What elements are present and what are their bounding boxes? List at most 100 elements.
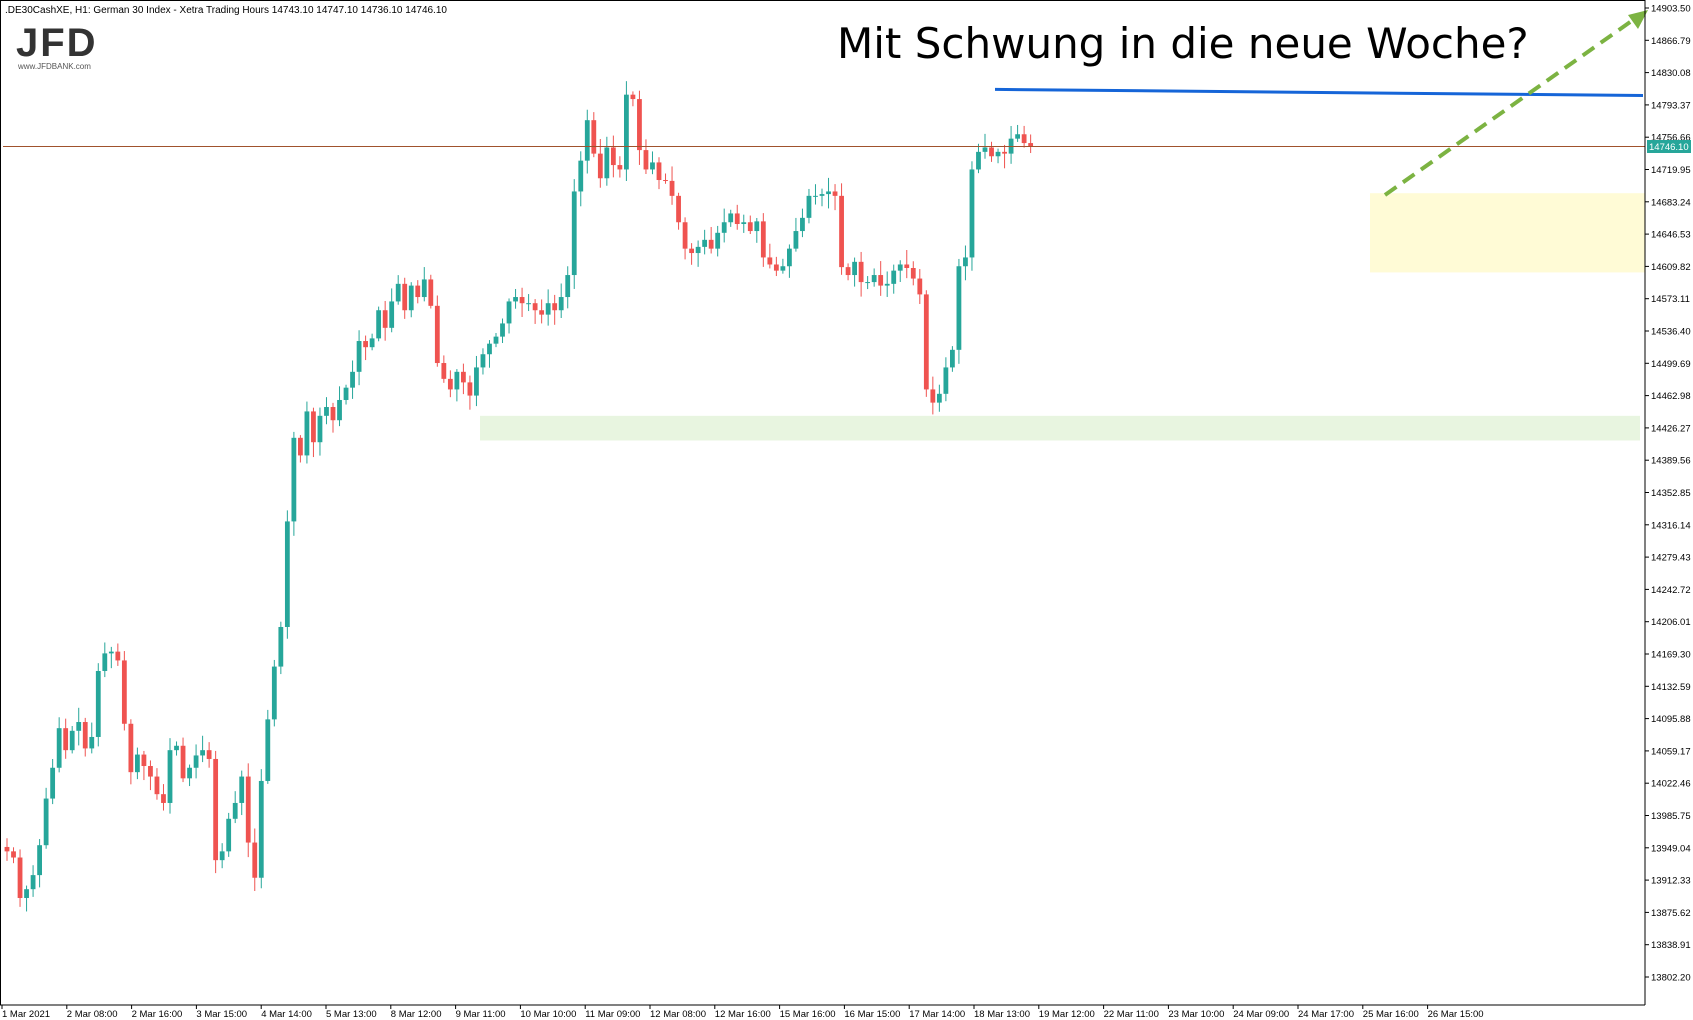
y-tick-label: 14536.40 bbox=[1651, 327, 1691, 338]
candle bbox=[584, 109, 590, 174]
candle bbox=[760, 213, 766, 267]
y-tick-label: 14426.27 bbox=[1651, 423, 1691, 434]
candle bbox=[819, 188, 825, 207]
candle-body bbox=[689, 248, 694, 254]
candle-body bbox=[995, 151, 1001, 157]
candle bbox=[298, 435, 303, 463]
candle-body bbox=[141, 754, 147, 767]
candle-body bbox=[271, 666, 277, 720]
x-tick-label: 15 Mar 16:00 bbox=[780, 1009, 836, 1020]
y-tick-label: 13802.20 bbox=[1651, 973, 1691, 984]
y-tick-label: 13985.75 bbox=[1651, 811, 1691, 822]
candle bbox=[826, 177, 831, 209]
candle-body bbox=[421, 279, 427, 298]
x-tick-label: 5 Mar 13:00 bbox=[326, 1009, 377, 1020]
candle-body bbox=[4, 846, 10, 852]
candle-body bbox=[389, 301, 395, 328]
candle bbox=[513, 288, 518, 309]
candle bbox=[747, 215, 753, 235]
resistance-line bbox=[994, 87, 1644, 98]
candle bbox=[800, 208, 805, 238]
candle bbox=[852, 257, 857, 287]
candle-body bbox=[187, 767, 192, 779]
candle-body bbox=[193, 755, 199, 768]
candle bbox=[291, 431, 297, 536]
candle bbox=[324, 397, 329, 425]
candle bbox=[532, 299, 538, 324]
candle-body bbox=[1002, 151, 1007, 154]
candle bbox=[258, 769, 264, 889]
candle bbox=[369, 333, 375, 351]
candle-body bbox=[904, 264, 910, 269]
candle-body bbox=[682, 222, 688, 249]
candle bbox=[193, 744, 199, 779]
candle-body bbox=[780, 266, 786, 271]
candle-body bbox=[30, 875, 36, 890]
candle bbox=[487, 340, 492, 368]
candle bbox=[806, 188, 812, 224]
candle bbox=[773, 256, 779, 277]
candle-body bbox=[115, 651, 121, 661]
candle-body bbox=[487, 343, 492, 355]
candle-body bbox=[480, 354, 486, 368]
candle bbox=[552, 294, 558, 325]
candle-body bbox=[363, 341, 368, 348]
candle bbox=[963, 245, 968, 281]
candle-body bbox=[304, 411, 310, 456]
candle bbox=[148, 760, 153, 791]
candle bbox=[56, 717, 62, 773]
candle bbox=[793, 217, 799, 252]
candle-body bbox=[989, 147, 994, 157]
y-tick-label: 14279.43 bbox=[1651, 553, 1691, 564]
candle-body bbox=[506, 301, 512, 324]
y-tick-label: 14095.88 bbox=[1651, 714, 1691, 725]
candle bbox=[376, 306, 382, 342]
candle-body bbox=[910, 268, 916, 279]
candle bbox=[135, 747, 140, 780]
candle bbox=[232, 791, 238, 824]
candle-body bbox=[610, 147, 616, 166]
y-tick-label: 14499.69 bbox=[1651, 359, 1691, 370]
candle bbox=[382, 300, 388, 341]
y-tick-label: 14242.72 bbox=[1651, 585, 1691, 596]
candle-body bbox=[291, 437, 297, 522]
candle-body bbox=[552, 303, 558, 311]
candle bbox=[434, 295, 440, 367]
y-tick-label: 14903.50 bbox=[1651, 4, 1691, 15]
candle bbox=[206, 742, 212, 768]
x-tick-label: 23 Mar 10:00 bbox=[1168, 1009, 1224, 1020]
candle bbox=[558, 283, 564, 318]
candle bbox=[656, 157, 662, 190]
candle bbox=[624, 81, 629, 181]
candle bbox=[245, 763, 251, 858]
candle-body bbox=[200, 750, 205, 756]
candle-body bbox=[930, 389, 936, 403]
y-tick-label: 14646.53 bbox=[1651, 230, 1691, 241]
candle-body bbox=[826, 191, 831, 195]
candle bbox=[467, 375, 473, 410]
candle-body bbox=[884, 283, 890, 286]
candle-body bbox=[956, 266, 962, 350]
candle-body bbox=[382, 310, 388, 328]
current-price-label-bg bbox=[1647, 139, 1691, 153]
candle bbox=[878, 261, 884, 296]
trend-arrow-line bbox=[1383, 18, 1635, 197]
candle-body bbox=[871, 275, 877, 283]
candle bbox=[728, 209, 734, 227]
candle bbox=[976, 143, 981, 174]
candle-body bbox=[219, 851, 225, 861]
candle bbox=[545, 289, 551, 326]
candle-body bbox=[832, 191, 838, 196]
candle-body bbox=[591, 120, 597, 154]
candle bbox=[330, 402, 336, 433]
y-tick-label: 14609.82 bbox=[1651, 262, 1691, 273]
candle-body bbox=[239, 776, 245, 803]
candle-body bbox=[434, 305, 440, 364]
candle-body bbox=[637, 99, 642, 151]
candle-body bbox=[624, 94, 629, 170]
candle bbox=[174, 741, 179, 756]
candle bbox=[389, 288, 395, 333]
candle bbox=[500, 318, 505, 344]
candle bbox=[363, 335, 368, 361]
candle bbox=[910, 261, 916, 286]
